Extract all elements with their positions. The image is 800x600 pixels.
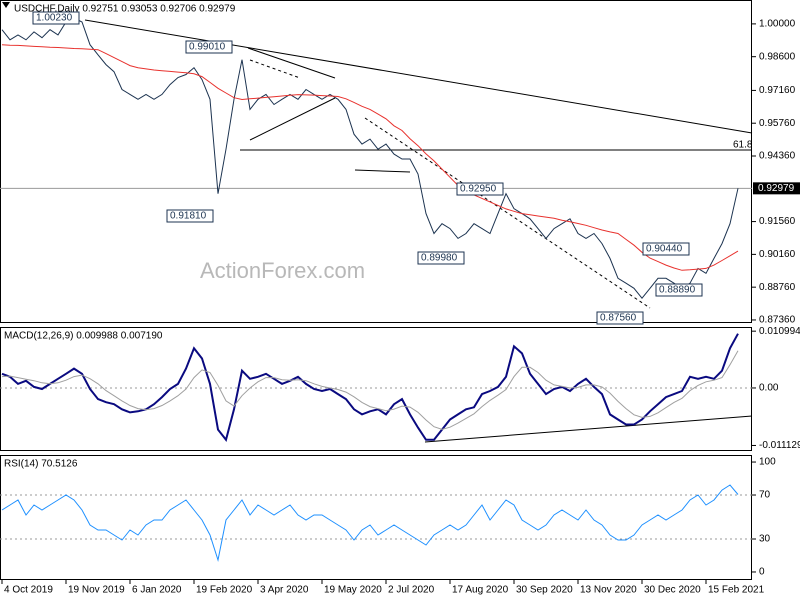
panel-title: RSI(14) 70.5126 [4,459,78,470]
corner-icon [2,2,10,8]
price-annotation: 0.87560 [600,313,637,324]
trendline [354,169,411,173]
price-annotation: 0.99010 [189,42,226,53]
y-tick-label: 0.88760 [759,282,796,293]
x-tick-label: 4 Oct 2019 [4,585,53,596]
price-annotation-box [417,251,465,265]
y-tick-label: 0.00 [759,383,779,394]
trendline [247,47,336,79]
series-line [1,17,739,299]
price-annotation: 0.88890 [659,285,696,296]
y-tick-label: 1.00000 [759,19,796,30]
y-tick-label: 0.95760 [759,118,796,129]
x-tick-label: 19 Nov 2019 [68,585,125,596]
y-tick-label: 70 [759,490,771,501]
x-tick-label: 30 Dec 2020 [644,585,701,596]
trendlines [84,19,753,443]
y-tick-label: 100 [759,457,776,468]
panel-frame [0,327,752,451]
series-line [1,484,739,562]
x-tick-label: 3 Apr 2020 [260,585,309,596]
last-price-label: 0.92979 [758,183,795,194]
x-tick-label: 2 Jul 2020 [388,585,435,596]
x-tick-label: 19 Feb 2020 [196,585,253,596]
price-annotation-box [596,311,644,325]
y-tick-label: 0 [759,567,765,578]
price-annotation: 1.00230 [36,13,73,24]
price-annotation-box [166,209,214,223]
x-tick-label: 15 Feb 2021 [708,585,765,596]
macd-trendline [424,415,753,443]
fib-label: 61.8 [733,140,753,151]
x-tick-label: 19 May 2020 [324,585,382,596]
price-annotation: 0.89980 [421,253,458,264]
y-tick-label: 0.97160 [759,85,796,96]
price-annotation-box [655,283,703,297]
trendline [249,59,301,79]
x-tick-label: 30 Sep 2020 [516,585,573,596]
y-tick-label: 0.90160 [759,249,796,260]
x-tick-label: 6 Jan 2020 [132,585,182,596]
price-annotation-box [185,40,233,54]
price-annotation-box [642,242,690,256]
x-tick-label: 17 Aug 2020 [452,585,509,596]
trendline [84,19,753,134]
price-annotation: 0.91810 [170,211,207,222]
last-price-box [753,182,800,195]
panel-frame [0,0,752,323]
y-tick-label: 30 [759,534,771,545]
y-tick-label: -0.011129 [759,440,800,451]
series-line [1,350,739,430]
price-annotation-box [32,11,80,25]
y-tick-label: 0.87360 [759,315,796,326]
y-tick-label: 0.010994 [759,326,800,337]
watermark: ActionForex.com [200,258,365,283]
panel-title: MACD(12,26,9) 0.009988 0.007190 [4,331,163,342]
price-annotation: 0.90440 [646,244,683,255]
y-tick-label: 0.91560 [759,216,796,227]
y-tick-label: 0.98600 [759,51,796,62]
x-tick-label: 13 Nov 2020 [580,585,637,596]
price-annotation: 0.92950 [460,184,497,195]
panel-title: USDCHF,Daily 0.92751 0.93053 0.92706 0.9… [14,4,236,15]
series-line [1,44,739,271]
price-annotation-box [456,182,504,196]
trendline [249,97,336,141]
panel-frame [0,455,752,580]
y-tick-label: 0.94360 [759,151,796,162]
series-line [1,333,739,443]
